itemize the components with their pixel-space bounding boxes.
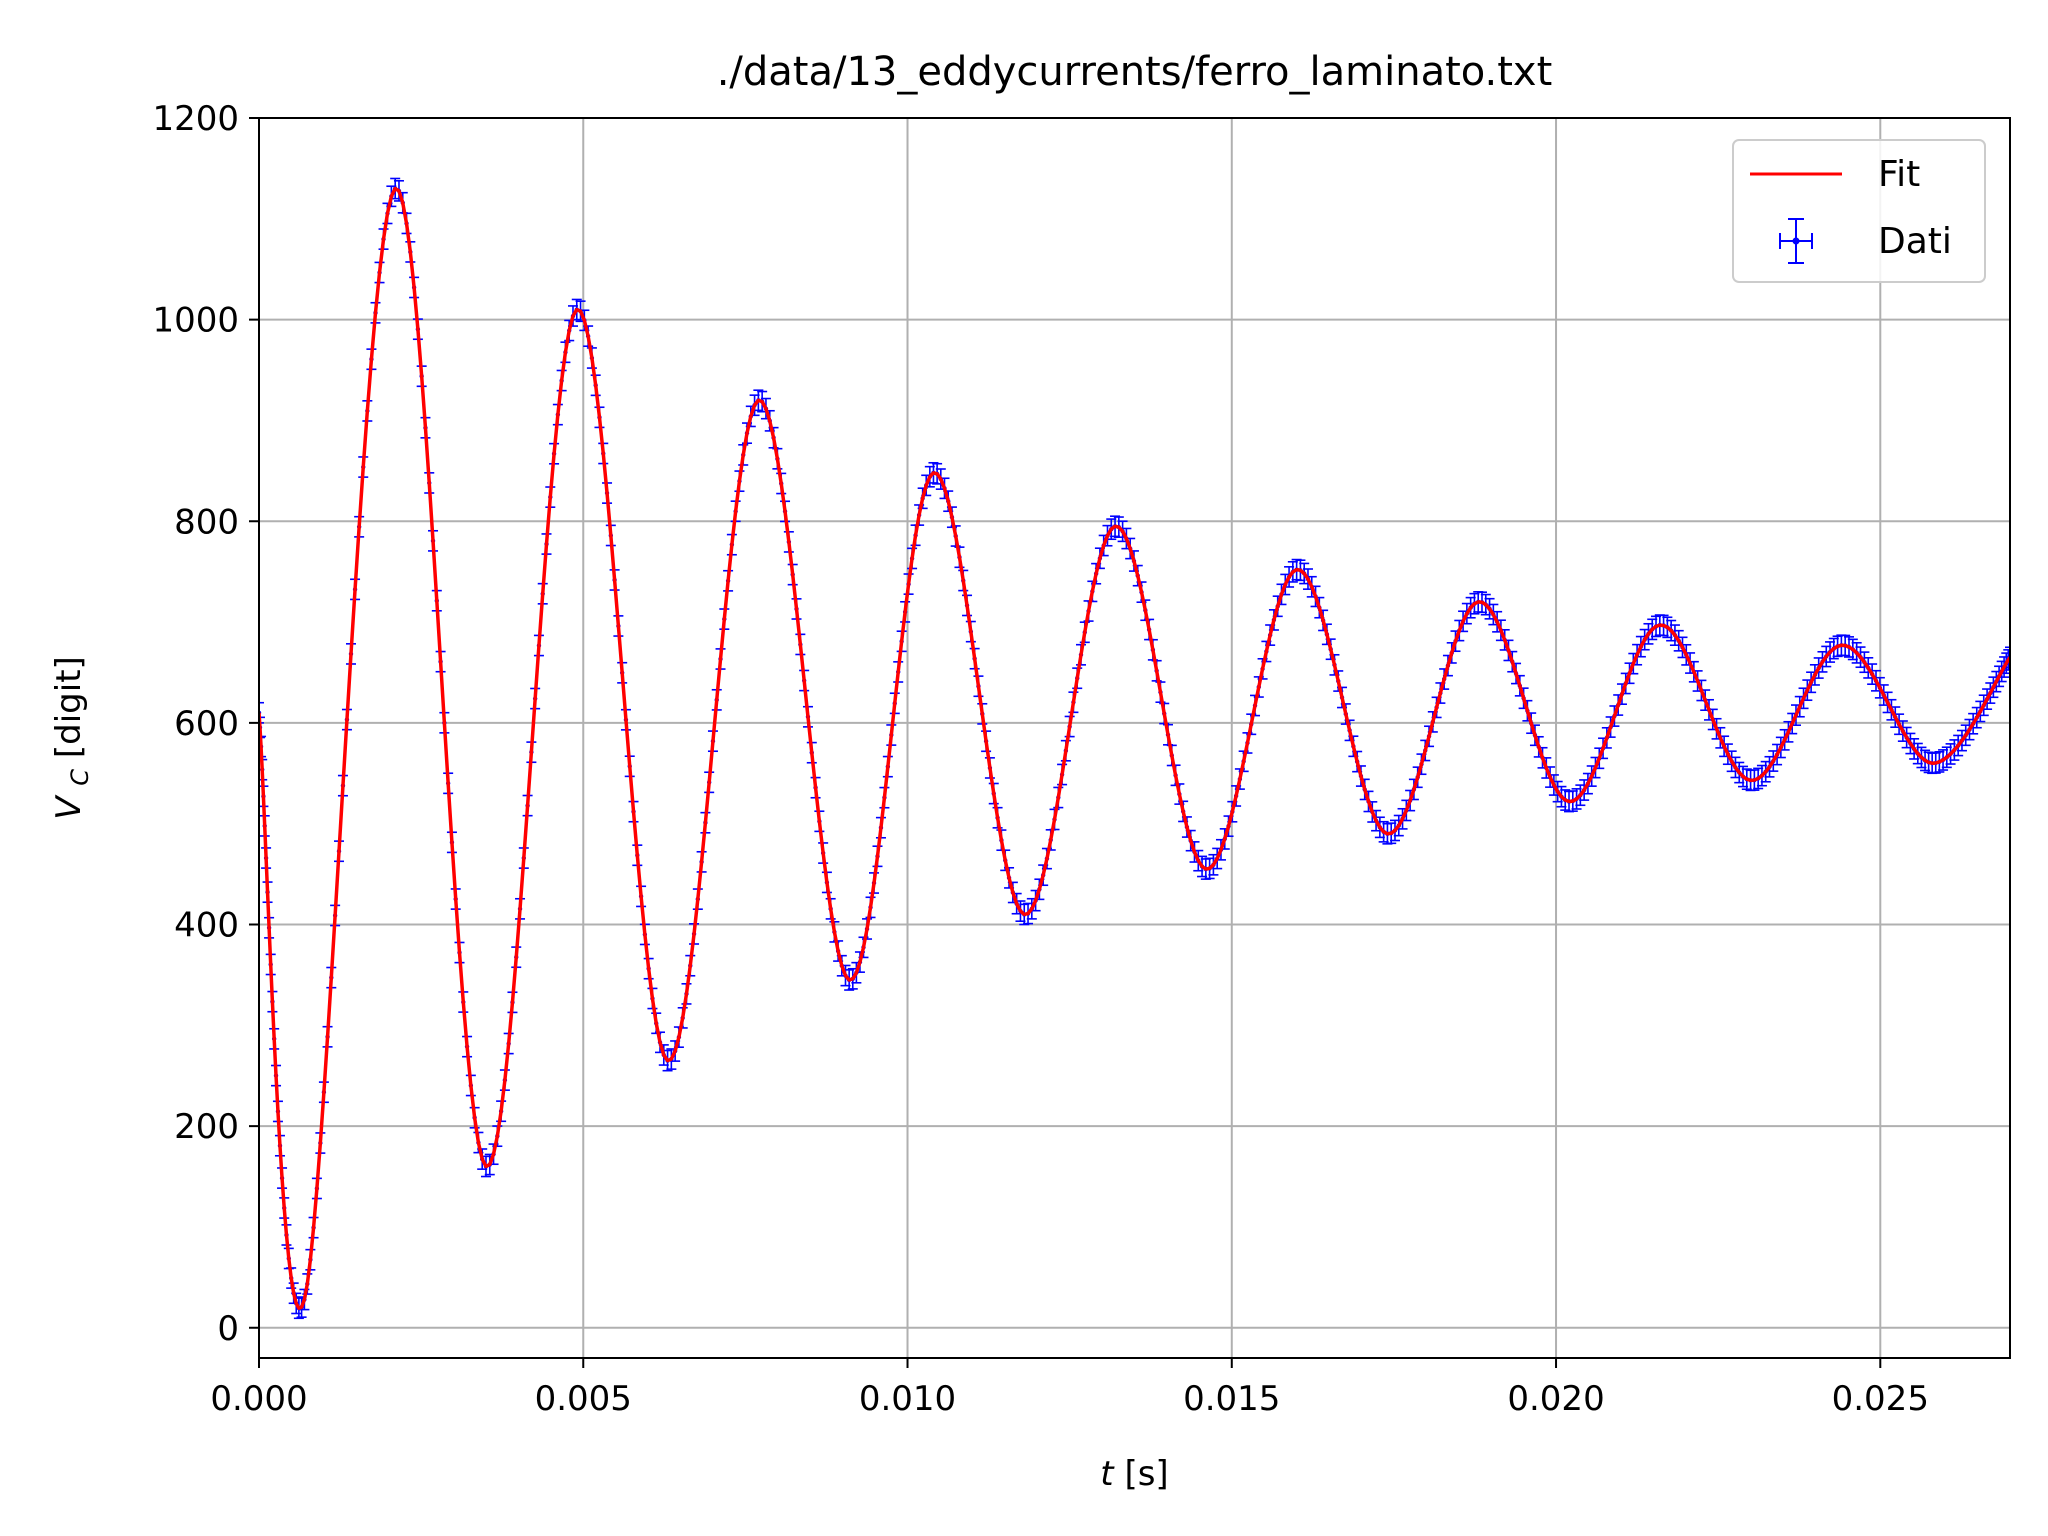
- x-tick-label: 0.025: [1832, 1379, 1929, 1419]
- y-tick-label: 1000: [152, 301, 239, 341]
- chart-title: ./data/13_eddycurrents/ferro_laminato.tx…: [717, 49, 1553, 95]
- grid: [258, 117, 2010, 1358]
- x-axis-unit: [s]: [1124, 1454, 1168, 1494]
- y-tick-label: 1200: [152, 99, 239, 139]
- x-tick-label: 0.000: [210, 1379, 307, 1419]
- x-tick-label: 0.005: [535, 1379, 632, 1419]
- axes: 0.000 0.005 0.010 0.015 0.020 0.025 0 200 400 600…: [152, 99, 2011, 1419]
- y-tick-label: 600: [174, 704, 239, 744]
- y-tick-label: 0: [217, 1309, 239, 1349]
- legend-fit-label: Fit: [1878, 154, 1920, 195]
- plot-frame: [258, 117, 2011, 1359]
- y-tick-label: 400: [174, 906, 239, 946]
- y-axis-subscript: C: [66, 769, 94, 786]
- x-tick-label: 0.020: [1507, 1379, 1604, 1419]
- y-axis-variable: V: [49, 794, 89, 820]
- legend: Fit Dati: [1732, 139, 1986, 283]
- legend-dati-swatch: [1779, 218, 1813, 264]
- y-axis-unit: [digit]: [49, 656, 89, 758]
- fit-line: [259, 186, 2010, 1310]
- y-tick-label: 200: [174, 1107, 239, 1147]
- x-tick-label: 0.010: [859, 1379, 956, 1419]
- x-axis-title: t [s]: [1100, 1454, 1168, 1494]
- data-series: [259, 177, 2010, 1320]
- y-axis-title: V C [digit]: [49, 656, 97, 820]
- x-axis-variable: t: [1100, 1454, 1115, 1494]
- y-tick-label: 800: [174, 502, 239, 542]
- x-tick-label: 0.015: [1183, 1379, 1280, 1419]
- legend-dati-label: Dati: [1878, 221, 1952, 262]
